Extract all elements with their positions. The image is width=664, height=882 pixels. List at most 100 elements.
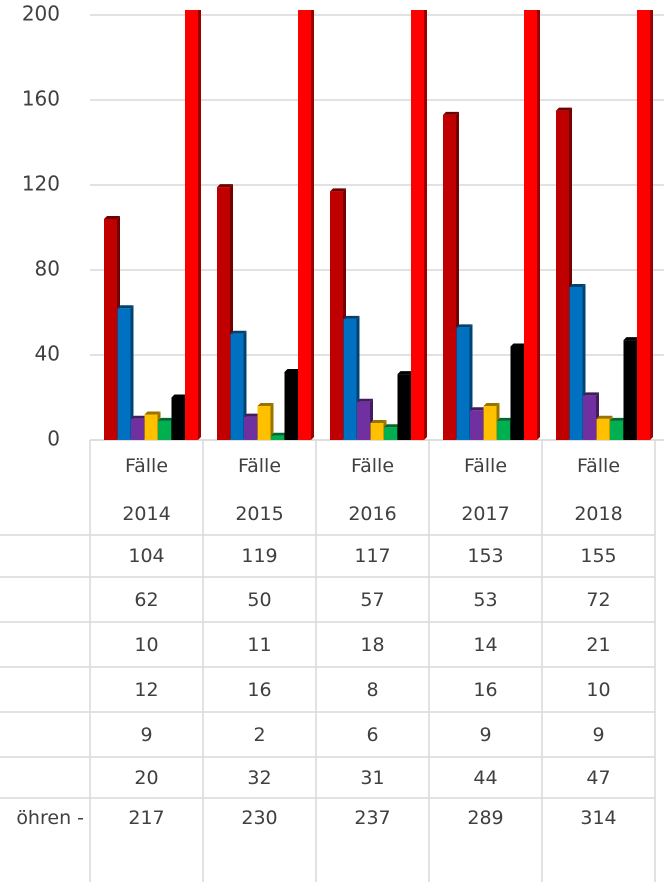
bar [171,397,185,440]
table-value: 10 [134,633,159,656]
y-tick-label: 80 [35,257,60,281]
bar [298,10,311,440]
bar-group [117,305,134,440]
bar-top [284,369,301,372]
table-value: 12 [134,678,159,701]
table-value: 47 [586,766,611,789]
bar-top [610,417,626,421]
table-value: 117 [354,545,391,567]
category-label: Fälle 2014 [122,455,171,525]
bar [271,435,284,440]
table-value: 10 [586,678,611,701]
bar [330,191,343,440]
table-value: 16 [247,678,272,701]
table-value: 237 [354,807,391,829]
table-value: 50 [247,588,272,611]
category-label: Fälle 2015 [235,455,284,525]
table-value: 6 [366,723,379,746]
bar [510,346,524,440]
table-value: 230 [241,807,278,829]
bar-top [171,394,188,398]
table-value: 9 [479,723,492,746]
table-value: 119 [241,545,278,567]
bar-top [384,424,400,428]
series-name: öhren - [16,807,84,829]
bar-top [217,184,233,188]
bar-top [596,415,613,419]
bar [497,420,510,440]
table-value: 57 [360,588,385,611]
bar [456,327,470,440]
bar [185,10,198,440]
bar-top [623,337,640,341]
y-tick-label: 120 [22,172,60,196]
table-value: 314 [580,807,617,829]
bar-side [130,305,134,440]
bar [117,308,131,440]
table-value: 155 [580,545,617,567]
bar [370,423,384,440]
bar [556,110,569,440]
table-value: 8 [366,678,379,701]
bar-group [637,10,653,440]
bar [284,372,298,440]
table-value: 104 [128,545,165,567]
table-value: 11 [247,633,272,656]
bar [470,410,483,440]
category-label: Fälle 2018 [574,455,623,525]
y-tick-label: 0 [47,427,60,451]
bar-top [357,398,373,402]
bar-top [158,417,174,421]
bar [411,10,424,440]
bar-top [397,371,414,375]
table-value: 2 [253,723,266,746]
bar-top [343,315,360,319]
bar [583,395,596,440]
bar [131,418,144,440]
bar-top [117,305,134,309]
bar [569,287,583,440]
bar-top [569,284,586,287]
bar-group [411,10,427,440]
table-value: 153 [467,545,504,567]
bar [623,340,637,440]
category-label: Fälle 2017 [461,455,510,525]
bar [230,333,244,440]
table-value: 217 [128,807,165,829]
bar [244,416,257,440]
bar-top [470,407,486,411]
bar-side [311,10,314,440]
bar [104,219,117,440]
bar-group [144,411,161,440]
table-value: 31 [360,766,385,789]
bar [357,401,370,440]
bar-top [244,413,260,417]
bar-group [298,10,314,440]
bar [144,414,158,440]
table-value: 21 [586,633,611,656]
bar-top [104,216,120,219]
bar-side [424,10,427,440]
bar [524,10,537,440]
bar-top [443,111,459,115]
table-value: 32 [247,766,272,789]
category-label: Fälle 2016 [348,455,397,525]
bar-side [243,330,247,440]
table-value: 9 [140,723,153,746]
table-value: 53 [473,588,498,611]
table-value: 62 [134,588,159,611]
table-value: 14 [473,633,498,656]
bar-top [271,432,287,436]
bar-top [144,411,161,415]
bar-group [185,10,201,440]
bar [158,420,171,440]
bar [397,374,411,440]
bar-group [524,10,540,440]
bar [384,427,397,440]
bar-side [650,10,653,440]
bar [596,418,610,440]
bar-top [131,415,147,419]
y-tick-label: 40 [35,342,60,366]
